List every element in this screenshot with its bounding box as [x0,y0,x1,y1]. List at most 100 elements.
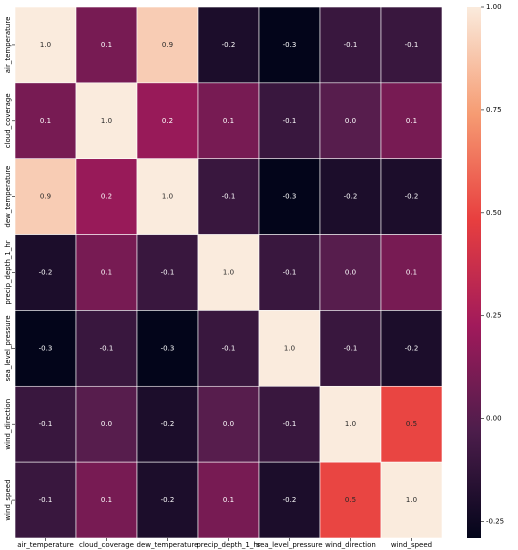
cell-label: 0.1 [40,117,51,125]
cell-label: 0.0 [223,420,234,428]
cell-label: 0.1 [223,496,234,504]
heatmap-cell [319,234,382,311]
cell-label: -0.1 [283,269,297,277]
cell-label: 0.1 [223,117,234,125]
cell-label: 0.2 [101,193,112,201]
heatmap-cell [258,6,321,84]
x-tick-label: wind_speed [391,541,432,549]
x-tick-label: sea_level_pressure [256,541,322,549]
heatmap-cell [14,310,77,387]
cell-label: -0.1 [405,41,419,49]
cell-label: 0.1 [101,269,112,277]
cell-label: 1.0 [101,117,112,125]
cell-label: -0.1 [100,344,114,352]
heatmap-cell [136,6,199,84]
heatmap-cell [380,461,443,539]
cell-label: -0.3 [283,193,297,201]
heatmap-cell [258,461,321,539]
cell-label: -0.2 [161,420,175,428]
cell-label: 0.9 [40,193,51,201]
x-tick-label: dew_temperature [137,541,199,549]
heatmap-cell [319,158,382,235]
cell-label: -0.1 [222,193,236,201]
cell-label: -0.2 [283,496,297,504]
cell-label: 1.0 [406,496,417,504]
heatmap-cell [319,82,382,160]
heatmap-cell [197,6,260,84]
colorbar-tick-label: -0.25 [486,518,504,526]
heatmap-cell [136,310,199,387]
heatmap-cell [380,385,443,463]
heatmap-cell [136,158,199,235]
cell-label: -0.1 [344,344,358,352]
x-tick-label: cloud_coverage [79,541,134,549]
cell-label: 1.0 [40,41,51,49]
heatmap-cell [380,234,443,311]
y-tick-label: wind_speed [4,479,12,520]
cell-label: 0.1 [406,269,417,277]
colorbar-tick-label: 0.50 [486,209,502,217]
cell-label: -0.2 [161,496,175,504]
cell-label: -0.1 [39,496,53,504]
cell-label: -0.3 [39,344,53,352]
heatmap-cell [380,158,443,235]
heatmap-cell [380,310,443,387]
cell-label: -0.1 [283,117,297,125]
y-tick-label: dew_temperature [4,166,12,228]
y-tick-label: precip_depth_1_hr [4,240,12,304]
cell-label: -0.3 [161,344,175,352]
cell-label: 0.1 [406,117,417,125]
heatmap-cell [14,82,77,160]
heatmap-cell [14,234,77,311]
cell-label: 0.2 [162,117,173,125]
heatmap-cell [258,82,321,160]
heatmap-cell [197,158,260,235]
heatmap-cell [14,385,77,463]
cell-label: 0.9 [162,41,173,49]
heatmap-cell [319,6,382,84]
colorbar-tick-label: 0.25 [486,312,502,320]
cell-label: -0.2 [222,41,236,49]
y-tick-label: cloud_coverage [4,93,12,148]
cell-label: -0.1 [344,41,358,49]
colorbar-tick-label: 0.00 [486,415,502,423]
heatmap-cell [197,385,260,463]
cell-label: -0.2 [344,193,358,201]
cell-label: 0.1 [101,41,112,49]
heatmap-cell [75,6,138,84]
cell-label: -0.1 [161,269,175,277]
cell-label: 0.5 [406,420,417,428]
x-tick-label: precip_depth_1_hr [196,541,260,549]
cell-label: 0.0 [345,269,356,277]
heatmap-cell [75,158,138,235]
x-tick-label: air_temperature [17,541,74,549]
heatmap-cell [136,82,199,160]
heatmap-cell [14,461,77,539]
cell-label: 0.0 [101,420,112,428]
heatmap-cell [197,234,260,311]
x-tick-label: wind_direction [325,541,376,549]
heatmap-cell [136,385,199,463]
cell-label: -0.2 [405,344,419,352]
y-tick-label: wind_direction [4,399,12,450]
heatmap-cell [258,158,321,235]
cell-label: 0.0 [345,117,356,125]
cell-label: 1.0 [162,193,173,201]
heatmap-cell [197,461,260,539]
heatmap-cell [258,385,321,463]
cell-label: -0.1 [283,420,297,428]
heatmap-cell [75,234,138,311]
heatmap-cell [136,461,199,539]
heatmap-cell [75,385,138,463]
cell-label: -0.3 [283,41,297,49]
cell-label: -0.2 [39,269,53,277]
cell-label: 1.0 [284,344,295,352]
cell-label: 1.0 [345,420,356,428]
colorbar-tick-label: 1.00 [486,3,502,11]
heatmap-cell [14,158,77,235]
colorbar-tick-label: 0.75 [486,106,502,114]
cell-label: 1.0 [223,269,234,277]
colorbar [467,7,481,538]
y-tick-label: air_temperature [4,17,12,74]
